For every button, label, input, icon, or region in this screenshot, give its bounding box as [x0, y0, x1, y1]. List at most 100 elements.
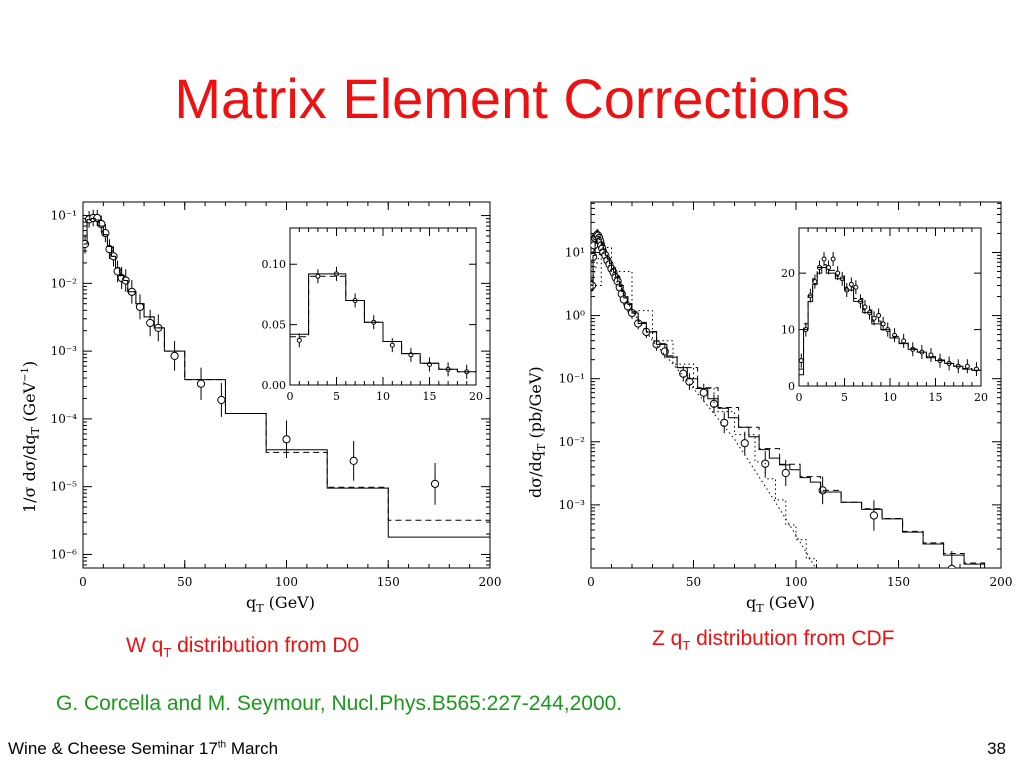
z-inset-data-point	[871, 315, 877, 321]
z-main-yticklabels: 10¹ 10⁰ 10⁻¹ 10⁻² 10⁻³	[559, 245, 586, 511]
z-main-ytick-label: 10¹	[565, 245, 585, 259]
z-main-xtick-label: 200	[990, 575, 1012, 589]
w-inset-data-point	[315, 273, 321, 279]
z-main-data-point	[781, 468, 790, 478]
w-qt-plot: 0 50 100 150 200 10⁻¹10⁻²10⁻³10⁻⁴10⁻⁵10⁻⁶ qT…	[20, 201, 501, 615]
z-inset-data-point	[853, 284, 859, 290]
z-inset-data-point	[835, 270, 841, 276]
z-inset-ytick-label: 0	[788, 380, 795, 393]
z-inset-ytick-label: 10	[781, 324, 795, 337]
z-inset-data-point	[880, 321, 886, 327]
z-inset-dashed-hist-curve	[799, 264, 981, 371]
z-main-ytick-label: 10⁻³	[559, 498, 586, 512]
z-main-xtick-label: 50	[686, 575, 701, 589]
z-main-data-point	[699, 388, 708, 397]
w-inset-xtick-label: 20	[469, 390, 483, 403]
w-inset-xticklabels: 0 5 10 15 20	[287, 390, 484, 403]
w-inset-dashed-hist-curve	[290, 275, 476, 373]
z-inset-data-point	[830, 256, 836, 262]
w-main-xtick-label: 0	[79, 575, 87, 589]
z-main-xtick-label: 150	[887, 575, 910, 589]
z-main-dotted-hist-curve	[591, 246, 817, 568]
w-main-data-point	[282, 435, 291, 444]
z-inset-data-point	[799, 358, 804, 364]
w-inset-yticklabels: 0.00 0.05 0.10	[262, 258, 287, 392]
z-inset-data-point	[901, 338, 907, 344]
page-number: 38	[987, 739, 1006, 758]
w-main-xtick-label: 200	[479, 575, 502, 589]
z-main-series	[591, 228, 986, 568]
w-caption: W qT distribution from D0	[126, 634, 360, 661]
w-inset-data-point	[296, 337, 302, 343]
z-inset-data-point	[964, 363, 970, 369]
z-main-data-point	[679, 369, 688, 378]
citation: G. Corcella and M. Seymour, Nucl.Phys.B5…	[56, 692, 623, 715]
z-inset-data-point	[848, 281, 854, 287]
z-inset-solid-hist-curve	[799, 267, 981, 376]
z-main-ytick-label: 10⁰	[565, 309, 585, 323]
w-main-xtick-label: 100	[275, 575, 298, 589]
z-main-ytick-label: 10⁻¹	[559, 372, 585, 386]
z-main-ylabel: dσ/dqT (pb/GeV)	[526, 366, 548, 498]
z-main-ticks	[590, 202, 1002, 568]
z-inset-yticklabels: 0 10 20	[781, 267, 795, 393]
z-inset-xtick-label: 10	[883, 391, 897, 404]
w-main-data-point	[196, 379, 206, 388]
w-main-xlabel: qT (GeV)	[246, 593, 315, 615]
w-inset-xtick-label: 0	[287, 390, 294, 403]
w-inset-data-point	[389, 342, 395, 348]
w-main-ytick-label: 10⁻²	[51, 276, 78, 290]
z-inset-ticks	[798, 228, 982, 387]
z-inset-data-point	[928, 352, 934, 358]
w-main-data-point	[170, 351, 179, 360]
w-inset-series	[290, 266, 476, 379]
w-main-xtick-label: 50	[177, 575, 192, 589]
w-inset-ytick-label: 0.10	[262, 258, 287, 271]
z-main-xtick-label: 0	[587, 575, 595, 589]
z-inset-data-point	[862, 304, 868, 310]
w-main-ytick-label: 10⁻¹	[51, 209, 77, 223]
z-main-data-point	[740, 439, 749, 448]
w-main-yticklabels: 10⁻¹ 10⁻² 10⁻³ 10⁻⁴ 10⁻⁵ 10⁻⁶	[51, 209, 78, 562]
w-inset-ticks	[289, 228, 477, 386]
w-main-ytick-label: 10⁻⁶	[51, 547, 78, 561]
z-main-xtick-label: 100	[785, 575, 808, 589]
w-inset-xtick-label: 5	[333, 390, 340, 403]
z-inset-xticklabels: 0 5 10 15 20	[796, 391, 989, 404]
z-inset-xtick-label: 5	[841, 391, 848, 404]
z-caption: Z qT distribution from CDF	[652, 627, 895, 654]
w-main-dashed-hist-curve	[83, 217, 490, 521]
z-inset-xtick-label: 15	[929, 391, 943, 404]
w-main-ylabel: 1/σ dσ/dqT (GeV−1)	[20, 361, 42, 513]
z-inset-xtick-label: 20	[974, 391, 988, 404]
w-main-data-point	[217, 395, 226, 405]
w-inset-frame	[289, 227, 477, 386]
w-main-ytick-label: 10⁻³	[51, 344, 78, 358]
z-main-data-point	[947, 564, 956, 568]
z-inset-data-point	[821, 256, 827, 262]
z-inset-ytick-label: 20	[781, 267, 795, 280]
w-inset-xtick-label: 15	[423, 390, 437, 403]
w-main-ytick-label: 10⁻⁵	[51, 480, 78, 494]
z-main-data-point	[685, 377, 694, 386]
z-main-ytick-label: 10⁻²	[559, 435, 586, 449]
z-main-xticklabels: 0 50 100 150 200	[587, 575, 1012, 589]
w-main-data-point	[135, 302, 145, 311]
w-main-xtick-label: 150	[377, 575, 400, 589]
z-inset-data-point	[812, 279, 818, 285]
footer-seminar: Wine & Cheese Seminar 17th March	[8, 739, 279, 758]
slide-title: Matrix Element Corrections	[174, 67, 850, 130]
z-inset-series	[799, 252, 981, 377]
z-main-data-point	[869, 511, 878, 520]
w-main-data-point	[349, 456, 358, 465]
z-main-xlabel: qT (GeV)	[746, 593, 815, 615]
w-main-xticklabels: 0 50 100 150 200	[79, 575, 501, 589]
z-inset-frame	[798, 227, 982, 387]
w-main-data-point	[430, 479, 440, 488]
w-inset-xtick-label: 10	[376, 390, 390, 403]
z-main-dashed-hist-curve	[591, 235, 986, 568]
z-inset-data-point	[876, 312, 882, 318]
z-main-dotted-curve	[591, 245, 817, 568]
w-main-data-point	[146, 318, 155, 328]
